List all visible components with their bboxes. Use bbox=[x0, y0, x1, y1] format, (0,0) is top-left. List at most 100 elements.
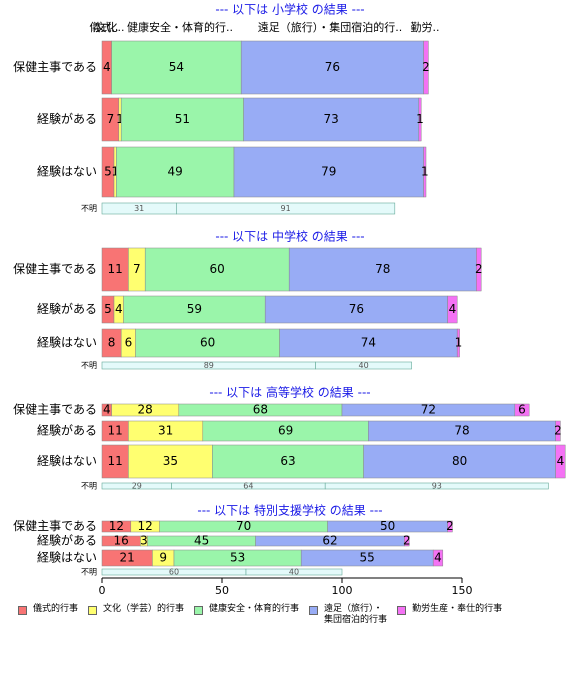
legend-label: 文化（学芸）的行事 bbox=[103, 604, 185, 614]
legend-swatch bbox=[18, 606, 27, 615]
row-label: 保健主事である bbox=[13, 519, 97, 533]
bar-segment bbox=[243, 97, 420, 142]
unknown-segment bbox=[176, 202, 396, 215]
value-label: 60 bbox=[200, 336, 215, 350]
value-label: 31 bbox=[158, 424, 173, 438]
value-label: 4 bbox=[449, 302, 457, 316]
value-label: 74 bbox=[361, 336, 376, 350]
bar-segment bbox=[101, 444, 129, 479]
value-label: 2 bbox=[403, 534, 411, 548]
value-label: 7 bbox=[107, 112, 115, 126]
value-label: 1 bbox=[421, 165, 429, 179]
bar-segment bbox=[418, 97, 422, 142]
value-label: 11 bbox=[108, 424, 123, 438]
value-label: 60 bbox=[169, 568, 179, 577]
value-label: 3 bbox=[140, 534, 148, 548]
bar-segment bbox=[447, 295, 458, 324]
value-label: 16 bbox=[114, 534, 129, 548]
value-label: 68 bbox=[253, 403, 268, 417]
chart: 儀式..文化.. 健康安全・体育的行.. 遠足（旅行）・集団宿泊的行.. 勤労.. --… bbox=[13, 2, 566, 597]
column-header: 文化.. bbox=[96, 20, 125, 34]
bar-segment bbox=[476, 247, 482, 292]
bar-segment bbox=[101, 247, 129, 292]
row-label: 経験がある bbox=[37, 423, 97, 438]
value-label: 60 bbox=[210, 262, 225, 276]
value-label: 28 bbox=[138, 403, 153, 417]
column-header: 勤労.. bbox=[411, 20, 440, 34]
bar-segment bbox=[264, 295, 448, 324]
legend-label: 儀式的行事 bbox=[33, 604, 79, 614]
bar-segment bbox=[123, 295, 266, 324]
value-label: 70 bbox=[236, 519, 251, 533]
row-label: 不明 bbox=[81, 361, 97, 370]
legend-label: 健康安全・体育的行事 bbox=[209, 604, 300, 614]
row-label: 保健主事である bbox=[13, 403, 97, 417]
value-label: 64 bbox=[243, 482, 253, 491]
value-label: 78 bbox=[375, 262, 390, 276]
row-label: 経験はない bbox=[37, 453, 97, 468]
value-label: 1 bbox=[416, 112, 424, 126]
bar-segment bbox=[363, 444, 556, 479]
row-label: 不明 bbox=[81, 482, 97, 491]
value-label: 31 bbox=[134, 204, 144, 213]
value-label: 91 bbox=[281, 204, 291, 213]
value-label: 59 bbox=[187, 302, 202, 316]
value-label: 12 bbox=[109, 519, 124, 533]
x-tick-label: 100 bbox=[332, 584, 353, 597]
value-label: 4 bbox=[434, 551, 442, 565]
bar-segment bbox=[288, 247, 477, 292]
column-header: 儀式.. bbox=[90, 20, 119, 34]
value-label: 73 bbox=[324, 112, 339, 126]
bar-segment bbox=[447, 520, 453, 533]
value-label: 49 bbox=[168, 165, 183, 179]
row-label: 経験がある bbox=[37, 301, 97, 316]
value-label: 4 bbox=[557, 454, 565, 468]
value-label: 54 bbox=[169, 60, 184, 74]
value-label: 9 bbox=[159, 551, 167, 565]
value-label: 1 bbox=[111, 165, 119, 179]
value-label: 4 bbox=[103, 60, 111, 74]
legend: 儀式的行事 文化（学芸）的行事 健康安全・体育的行事 遠足（旅行）・ 集団宿泊的行事 勤… bbox=[18, 604, 578, 626]
legend-swatch bbox=[194, 606, 204, 615]
value-label: 4 bbox=[115, 302, 123, 316]
unknown-segment bbox=[324, 482, 549, 490]
value-label: 2 bbox=[475, 262, 483, 276]
value-label: 76 bbox=[349, 302, 364, 316]
value-label: 72 bbox=[421, 403, 436, 417]
legend-swatch bbox=[88, 606, 98, 615]
value-label: 78 bbox=[454, 424, 469, 438]
bar-segment bbox=[233, 146, 424, 198]
x-tick-label: 50 bbox=[215, 584, 229, 597]
value-label: 80 bbox=[452, 454, 467, 468]
value-label: 11 bbox=[108, 262, 123, 276]
value-label: 40 bbox=[289, 568, 299, 577]
bar-segment bbox=[111, 40, 242, 95]
value-label: 21 bbox=[120, 551, 135, 565]
bar-segment bbox=[432, 549, 444, 567]
legend-item: 儀式的行事 bbox=[18, 604, 78, 626]
panel-title: --- 以下は 小学校 の結果 --- bbox=[215, 2, 364, 17]
value-label: 79 bbox=[321, 165, 336, 179]
column-header: 健康安全・体育的行.. bbox=[127, 20, 233, 34]
row-label: 経験はない bbox=[37, 164, 97, 179]
row-label: 不明 bbox=[81, 568, 97, 577]
bar-segment bbox=[128, 444, 213, 479]
value-label: 35 bbox=[163, 454, 178, 468]
value-label: 45 bbox=[194, 534, 209, 548]
bar-segment bbox=[135, 328, 280, 358]
value-label: 4 bbox=[103, 403, 111, 417]
legend-label: 勤労生産・奉仕的行事 bbox=[412, 604, 503, 614]
bar-segment bbox=[514, 403, 530, 417]
legend-item: 遠足（旅行）・ 集団宿泊的行事 bbox=[309, 604, 387, 626]
value-label: 29 bbox=[132, 482, 142, 491]
column-header: 遠足（旅行）・集団宿泊的行.. bbox=[258, 20, 403, 34]
bar-segment bbox=[144, 247, 290, 292]
value-label: 89 bbox=[204, 361, 214, 370]
value-label: 5 bbox=[104, 302, 112, 316]
panel-title: --- 以下は 中学校 の結果 --- bbox=[215, 229, 364, 244]
unknown-segment bbox=[315, 361, 412, 370]
bar-segment bbox=[555, 420, 561, 442]
value-label: 7 bbox=[133, 262, 141, 276]
value-label: 2 bbox=[554, 424, 562, 438]
